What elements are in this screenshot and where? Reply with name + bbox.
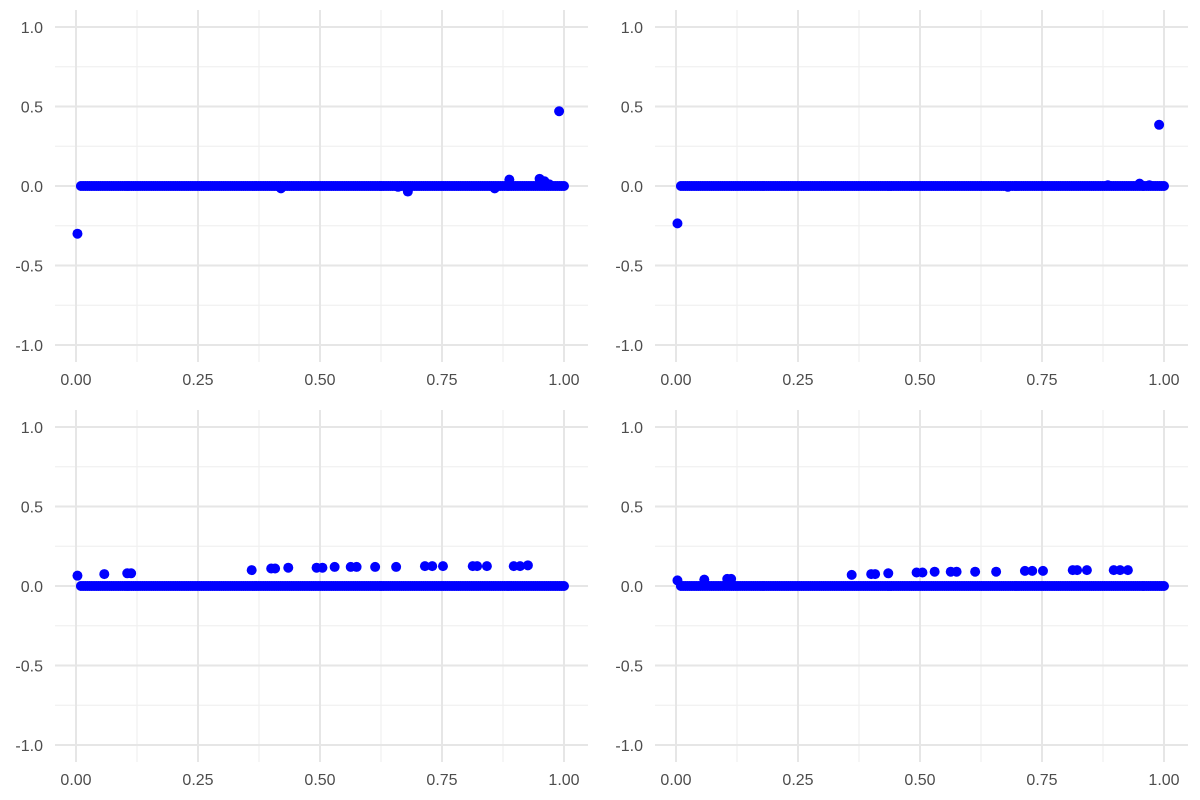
- data-point: [672, 575, 683, 586]
- data-point: [991, 566, 1002, 577]
- data-point: [951, 566, 962, 577]
- data-point: [1159, 581, 1169, 591]
- y-tick-label: 0.0: [21, 579, 43, 596]
- x-tick-label: 0.75: [426, 372, 457, 389]
- x-tick-label: 0.75: [1026, 372, 1057, 389]
- y-tick-label: -0.5: [615, 259, 643, 276]
- data-point: [329, 561, 340, 572]
- chart-panel-4: 0.00 0.25 0.50 0.75 1.00 -1.0 -0.5 0.0 0.5 1.0: [615, 410, 1188, 789]
- data-point: [1072, 565, 1083, 576]
- data-point: [883, 568, 894, 579]
- x-tick-label: 0.25: [182, 772, 213, 789]
- data-point: [1019, 565, 1030, 576]
- y-tick-label: 1.0: [621, 20, 643, 37]
- data-point: [1081, 565, 1092, 576]
- data-point: [1134, 178, 1145, 189]
- chart-panel-1: 0.00 0.25 0.50 0.75 1.00 -1.0 -0.5 0.0 0.5 1.0: [15, 10, 588, 389]
- data-point: [393, 181, 404, 192]
- x-tick-label: 0.00: [60, 372, 91, 389]
- data-point: [126, 568, 137, 579]
- data-point: [72, 570, 83, 581]
- x-tick-label: 0.50: [304, 372, 335, 389]
- data-point: [726, 573, 737, 584]
- data-point: [99, 569, 110, 580]
- data-point: [1122, 565, 1133, 576]
- data-point: [391, 561, 402, 572]
- y-tick-label: 0.0: [21, 179, 43, 196]
- x-tick-label: 0.25: [182, 372, 213, 389]
- data-point: [1154, 119, 1165, 130]
- data-point: [504, 174, 515, 185]
- y-tick-label: -1.0: [615, 738, 643, 755]
- data-point: [929, 566, 940, 577]
- x-tick-label: 1.00: [1148, 372, 1179, 389]
- y-tick-label: 1.0: [621, 420, 643, 437]
- data-point: [437, 561, 448, 572]
- y-tick-label: 0.5: [621, 100, 643, 117]
- data-point: [1102, 180, 1113, 191]
- y-tick-label: -1.0: [15, 738, 43, 755]
- x-tick-label: 0.50: [904, 372, 935, 389]
- data-point: [1144, 180, 1155, 191]
- data-point: [1115, 565, 1126, 576]
- y-tick-label: 0.5: [21, 100, 43, 117]
- data-point: [270, 563, 281, 574]
- data-point: [917, 567, 928, 578]
- data-point: [559, 181, 569, 191]
- x-tick-label: 1.00: [548, 372, 579, 389]
- y-tick-label: -1.0: [15, 338, 43, 355]
- x-tick-label: 0.00: [660, 372, 691, 389]
- data-point: [351, 561, 362, 572]
- data-point: [481, 561, 492, 572]
- data-point: [419, 561, 430, 572]
- data-point: [672, 218, 683, 229]
- data-point: [870, 569, 881, 580]
- x-tick-label: 1.00: [548, 772, 579, 789]
- data-point: [246, 565, 257, 576]
- y-tick-label: -0.5: [15, 659, 43, 676]
- chart-panel-2: 0.00 0.25 0.50 0.75 1.00 -1.0 -0.5 0.0 0.5 1.0: [615, 10, 1188, 389]
- y-tick-label: -0.5: [615, 659, 643, 676]
- x-tick-label: 0.75: [1026, 772, 1057, 789]
- y-tick-label: 0.5: [21, 500, 43, 517]
- data-point: [283, 562, 294, 573]
- y-tick-label: -1.0: [615, 338, 643, 355]
- y-tick-label: 1.0: [21, 420, 43, 437]
- y-tick-label: -0.5: [15, 259, 43, 276]
- data-point: [554, 106, 565, 117]
- x-tick-label: 0.00: [60, 772, 91, 789]
- x-tick-label: 1.00: [1148, 772, 1179, 789]
- data-point: [846, 569, 857, 580]
- data-point: [1002, 181, 1013, 192]
- data-point: [544, 179, 555, 190]
- x-tick-label: 0.25: [782, 772, 813, 789]
- data-point: [489, 183, 500, 194]
- y-tick-label: 0.0: [621, 179, 643, 196]
- chart-panel-3: 0.00 0.25 0.50 0.75 1.00 -1.0 -0.5 0.0 0.5 1.0: [15, 410, 588, 789]
- x-tick-label: 0.50: [304, 772, 335, 789]
- data-point: [427, 561, 438, 572]
- x-tick-label: 0.50: [904, 772, 935, 789]
- data-point: [970, 566, 981, 577]
- data-point: [317, 562, 328, 573]
- y-tick-label: 0.0: [621, 579, 643, 596]
- y-tick-label: 1.0: [21, 20, 43, 37]
- data-point: [1159, 181, 1169, 191]
- data-point: [370, 561, 381, 572]
- y-tick-label: 0.5: [621, 500, 643, 517]
- data-point: [515, 561, 526, 572]
- data-point: [72, 228, 83, 239]
- data-point: [1027, 565, 1038, 576]
- data-point: [559, 581, 569, 591]
- data-point: [1037, 565, 1048, 576]
- data-point: [522, 560, 533, 571]
- x-tick-label: 0.00: [660, 772, 691, 789]
- data-point: [275, 183, 286, 194]
- x-tick-label: 0.25: [782, 372, 813, 389]
- x-tick-label: 0.75: [426, 772, 457, 789]
- data-point: [402, 186, 413, 197]
- data-point: [699, 574, 710, 585]
- data-point: [472, 561, 483, 572]
